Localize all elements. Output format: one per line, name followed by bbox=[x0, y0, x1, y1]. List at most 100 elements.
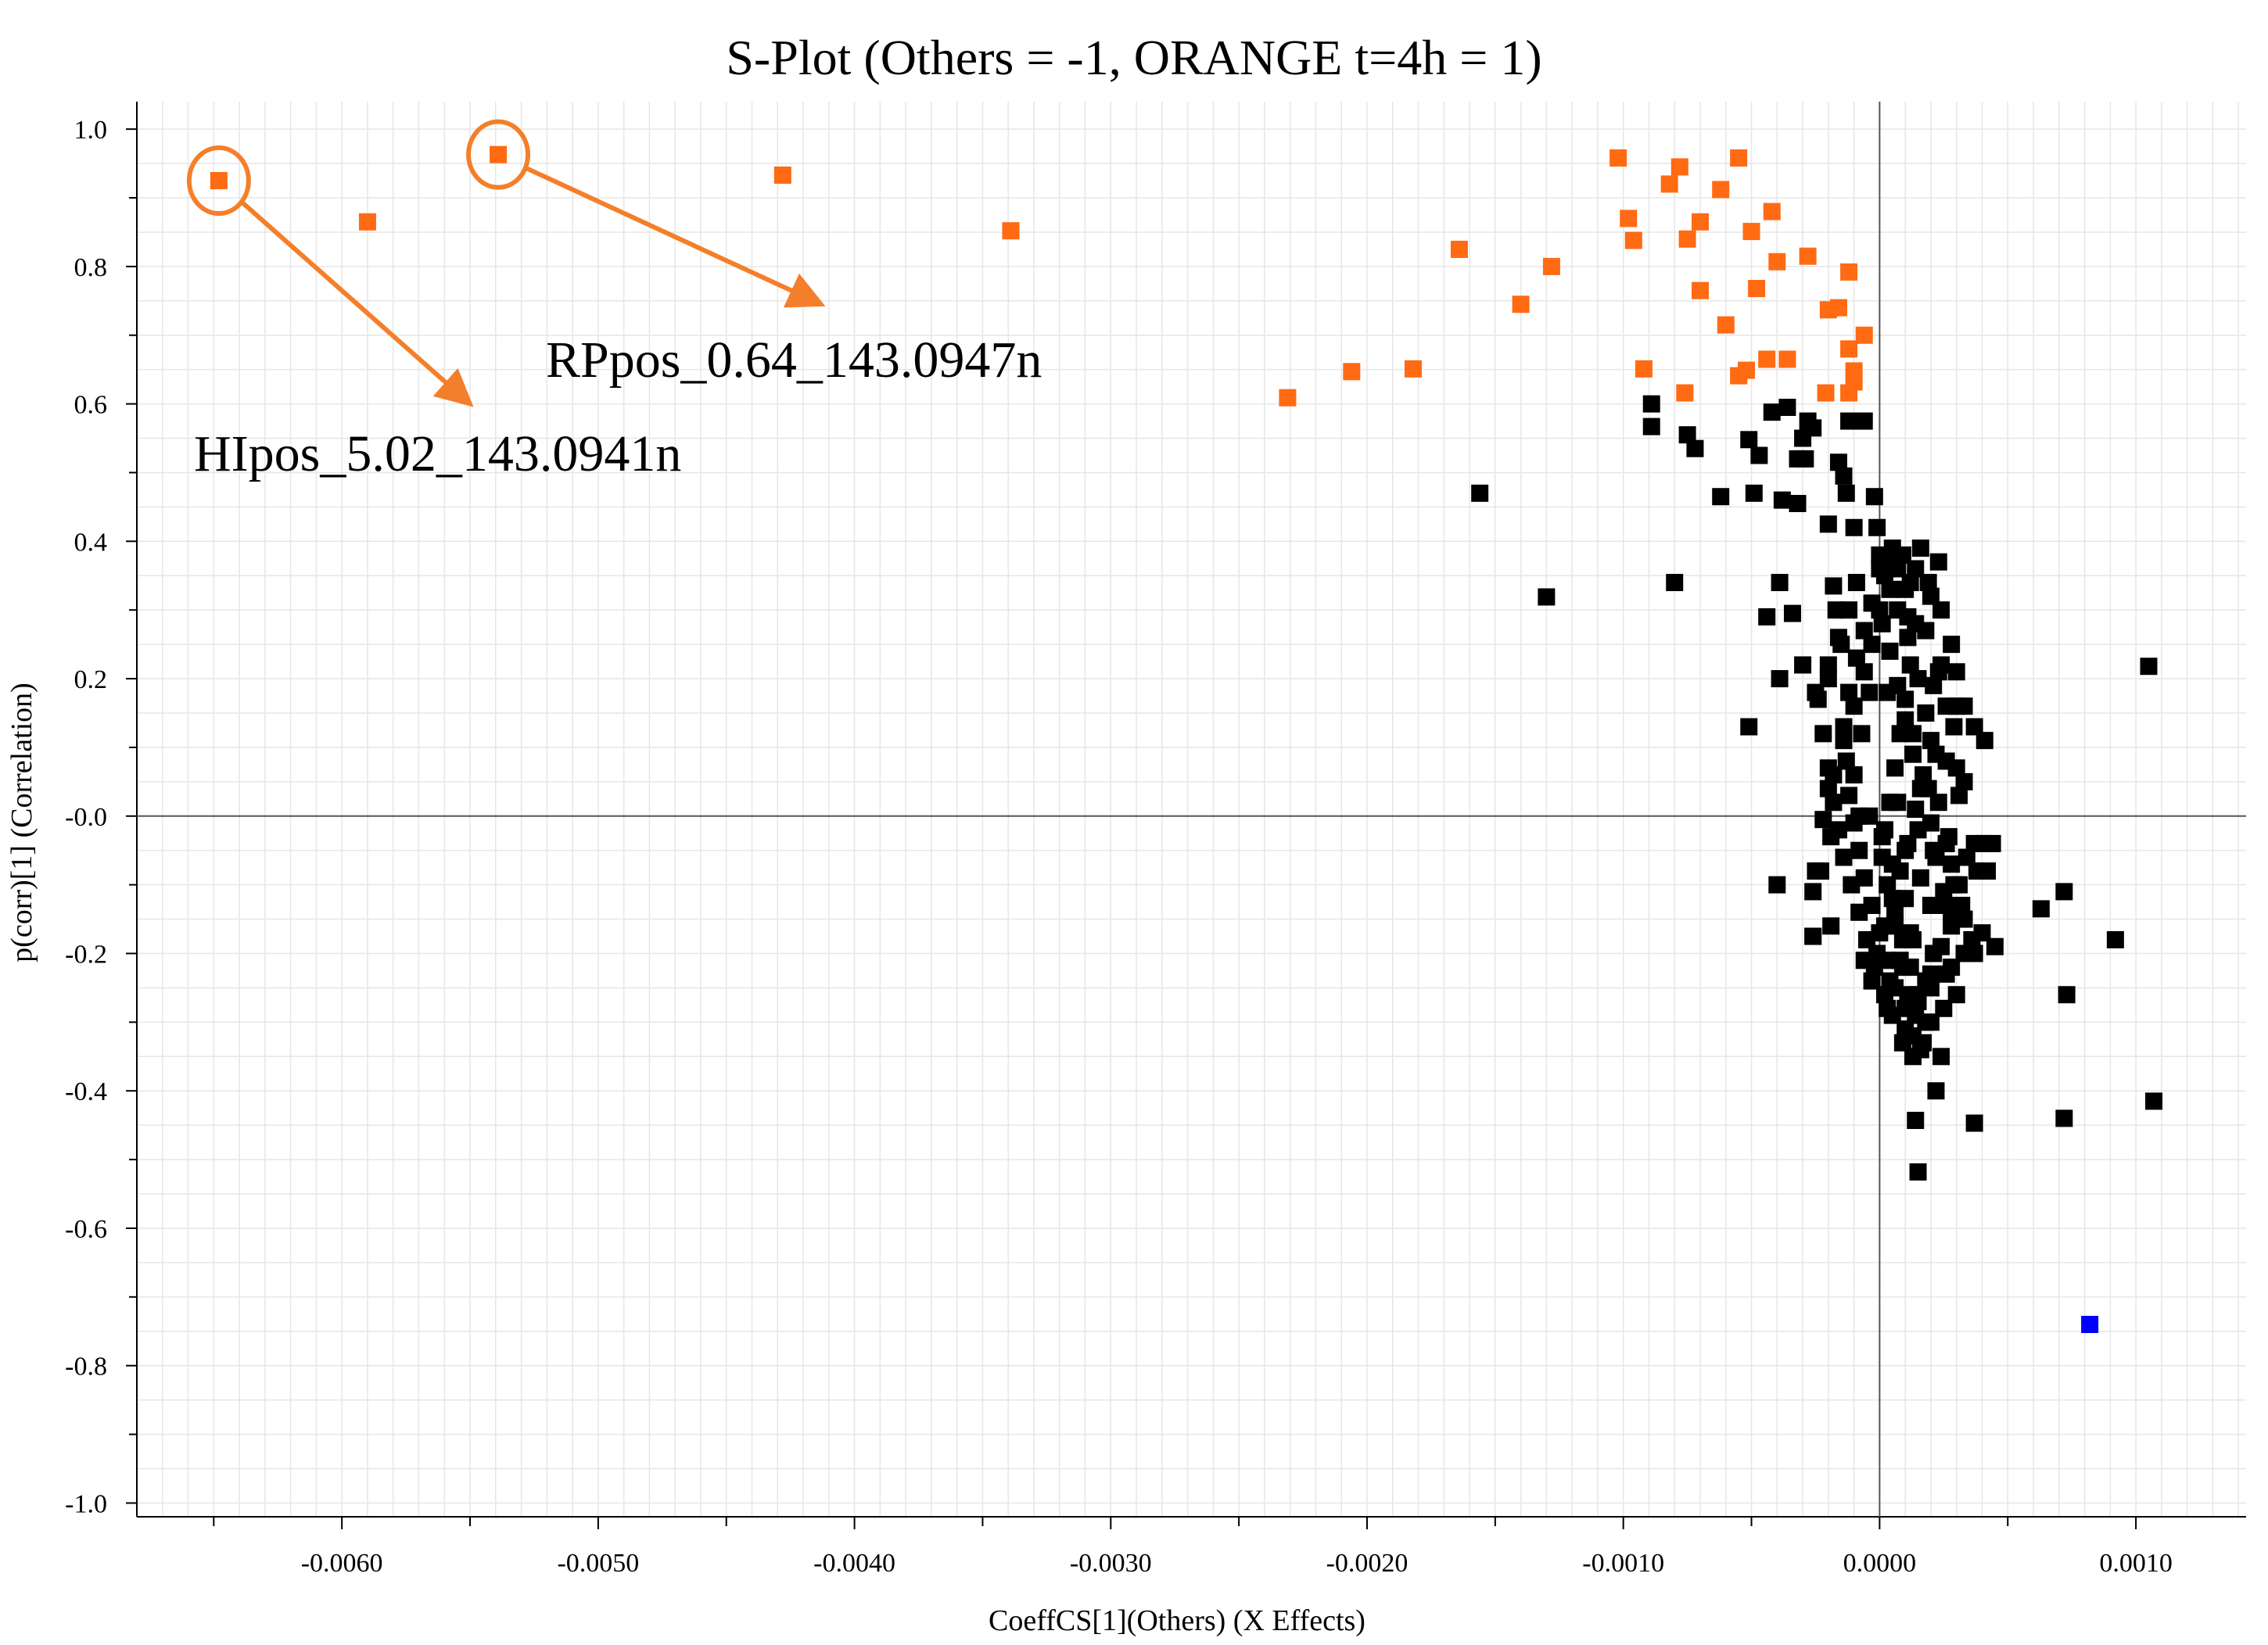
point-others bbox=[1904, 1048, 1922, 1066]
point-others bbox=[1945, 876, 1963, 894]
point-others bbox=[1855, 412, 1873, 430]
point-others bbox=[1947, 759, 1965, 777]
point-others bbox=[1893, 546, 1911, 564]
point-orange-t-4h bbox=[1817, 384, 1835, 402]
point-orange-t-4h bbox=[358, 213, 376, 231]
point-others bbox=[1871, 560, 1889, 578]
annotation-label-hipos: HIpos_5.02_143.0941n bbox=[194, 425, 681, 482]
y-tick-label: -0.0 bbox=[65, 803, 107, 832]
point-others bbox=[1955, 944, 1973, 962]
point-others bbox=[1897, 1020, 1915, 1038]
point-others bbox=[1901, 574, 1919, 592]
point-others bbox=[1917, 704, 1935, 722]
y-tick-label: 0.4 bbox=[74, 528, 108, 557]
point-others bbox=[2106, 930, 2124, 948]
ticks: -0.0060 -0.0050 -0.0040 -0.0030 -0.0020 -0.00… bbox=[65, 116, 2173, 1578]
point-others bbox=[1879, 999, 1897, 1017]
y-tick-label: -0.6 bbox=[65, 1215, 107, 1244]
point-others bbox=[2055, 883, 2073, 901]
point-others bbox=[1947, 986, 1965, 1004]
point-others bbox=[1819, 515, 1837, 533]
point-others bbox=[1922, 587, 1940, 605]
x-axis-label: CoeffCS[1](Others) (X Effects) bbox=[989, 1604, 1365, 1637]
point-others bbox=[1835, 732, 1853, 750]
point-others bbox=[1855, 622, 1873, 640]
point-others bbox=[1868, 518, 1886, 536]
point-others bbox=[1927, 745, 1945, 763]
point-orange-t-4h bbox=[1737, 361, 1755, 379]
point-others bbox=[2055, 1109, 2073, 1127]
point-others bbox=[1758, 607, 1776, 625]
point-others bbox=[1855, 952, 1873, 969]
point-others bbox=[1750, 446, 1768, 464]
point-others bbox=[1899, 629, 1917, 647]
point-others bbox=[1919, 779, 1937, 797]
annotation-label-rppos: RPpos_0.64_143.0947n bbox=[546, 332, 1042, 389]
point-others bbox=[1840, 412, 1858, 430]
point-others bbox=[1837, 484, 1855, 502]
point-others bbox=[1929, 553, 1947, 571]
point-orange-t-4h bbox=[1730, 149, 1748, 167]
point-others bbox=[1835, 467, 1853, 485]
x-tick-label: -0.0040 bbox=[813, 1549, 895, 1578]
point-others bbox=[1940, 828, 1958, 846]
point-others bbox=[1847, 574, 1865, 592]
point-others bbox=[1881, 580, 1899, 598]
point-others bbox=[1917, 622, 1935, 640]
point-others bbox=[1819, 779, 1837, 797]
point-others bbox=[1804, 883, 1822, 901]
point-others bbox=[1922, 732, 1940, 750]
point-others bbox=[1943, 636, 1961, 654]
point-others bbox=[1947, 697, 1965, 715]
y-tick-label: -0.8 bbox=[65, 1353, 107, 1382]
point-others bbox=[1835, 718, 1853, 736]
point-others bbox=[1897, 711, 1915, 729]
point-orange-t-4h bbox=[1002, 222, 1020, 240]
point-others bbox=[1850, 841, 1868, 859]
point-others bbox=[1819, 656, 1837, 674]
annotations: HIpos_5.02_143.0941n RPpos_0.64_143.0947… bbox=[186, 119, 1042, 482]
point-others bbox=[1922, 1013, 1940, 1031]
point-others bbox=[1789, 495, 1807, 513]
point-others bbox=[1929, 794, 1947, 812]
point-others bbox=[1783, 604, 1801, 622]
point-others bbox=[1804, 419, 1822, 437]
point-others bbox=[1873, 828, 1891, 846]
point-others bbox=[1845, 697, 1863, 715]
y-tick-label: -1.0 bbox=[65, 1489, 107, 1518]
point-others bbox=[1835, 848, 1853, 866]
point-orange-t-4h bbox=[1712, 181, 1730, 199]
point-others bbox=[1745, 484, 1763, 502]
point-orange-t-4h bbox=[773, 167, 791, 185]
point-others bbox=[1740, 718, 1758, 736]
y-tick-label: 0.8 bbox=[74, 253, 108, 282]
point-others bbox=[1740, 431, 1758, 449]
point-others bbox=[1897, 690, 1915, 708]
point-others bbox=[1893, 1034, 1911, 1052]
y-tick-label: 1.0 bbox=[74, 116, 108, 145]
annotation-arrow bbox=[240, 200, 474, 407]
point-others bbox=[1825, 577, 1843, 595]
point-orange-t-4h bbox=[1691, 281, 1709, 299]
point-others bbox=[1932, 1048, 1950, 1066]
point-others bbox=[1886, 903, 1904, 921]
point-others bbox=[1857, 930, 1875, 948]
point-others bbox=[1907, 1006, 1925, 1024]
point-others bbox=[1771, 574, 1789, 592]
point-orange-t-4h bbox=[1620, 210, 1638, 228]
point-orange-t-4h bbox=[1542, 257, 1560, 275]
x-tick-label: -0.0030 bbox=[1070, 1549, 1152, 1578]
point-others bbox=[2058, 986, 2076, 1004]
point-others bbox=[1889, 794, 1907, 812]
point-others bbox=[1922, 965, 1940, 983]
point-orange-t-4h bbox=[1840, 340, 1858, 358]
point-others bbox=[1927, 1082, 1945, 1100]
point-orange-t-4h bbox=[1691, 213, 1709, 231]
chart-title: S-Plot (Others = -1, ORANGE t=4h = 1) bbox=[726, 30, 1541, 85]
point-orange-t-4h bbox=[1763, 202, 1781, 220]
point-others bbox=[1925, 841, 1943, 859]
point-others bbox=[1904, 930, 1922, 948]
point-others bbox=[1845, 518, 1863, 536]
point-orange-t-4h bbox=[1717, 316, 1735, 334]
point-orange-t-4h bbox=[1676, 384, 1694, 402]
